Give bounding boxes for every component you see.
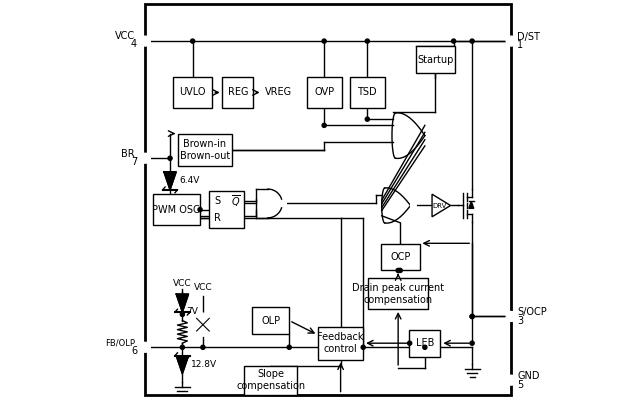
Text: 7: 7 bbox=[131, 157, 137, 166]
Text: 7V: 7V bbox=[186, 307, 198, 316]
Bar bbox=[410, 330, 440, 356]
Text: UVLO: UVLO bbox=[179, 88, 206, 97]
Circle shape bbox=[141, 342, 150, 352]
Circle shape bbox=[470, 314, 474, 319]
Bar bbox=[244, 366, 298, 395]
Circle shape bbox=[361, 345, 365, 349]
Text: GND: GND bbox=[517, 371, 540, 381]
Text: OCP: OCP bbox=[390, 252, 410, 262]
Text: Startup: Startup bbox=[417, 55, 453, 65]
Text: 5: 5 bbox=[517, 380, 523, 390]
Text: S/OCP: S/OCP bbox=[517, 307, 547, 317]
Text: 6: 6 bbox=[131, 346, 137, 356]
Text: 3: 3 bbox=[517, 316, 523, 326]
Text: $\overline{Q}$: $\overline{Q}$ bbox=[231, 194, 240, 209]
Bar bbox=[381, 243, 420, 270]
Bar bbox=[307, 77, 342, 108]
Text: OLP: OLP bbox=[261, 316, 280, 326]
Text: 1: 1 bbox=[517, 40, 523, 50]
Circle shape bbox=[287, 345, 291, 349]
Circle shape bbox=[191, 39, 195, 43]
Text: VCC: VCC bbox=[114, 31, 135, 41]
Circle shape bbox=[181, 345, 184, 349]
Text: TSD: TSD bbox=[357, 88, 377, 97]
Circle shape bbox=[141, 36, 150, 46]
Circle shape bbox=[452, 39, 455, 43]
Text: VCC: VCC bbox=[193, 283, 212, 292]
Bar bbox=[252, 307, 289, 334]
Text: PWM OSC: PWM OSC bbox=[153, 205, 200, 215]
Circle shape bbox=[201, 345, 205, 349]
Circle shape bbox=[423, 345, 427, 349]
Bar bbox=[223, 77, 253, 108]
Polygon shape bbox=[176, 356, 188, 374]
Bar bbox=[368, 279, 428, 309]
Text: DRV: DRV bbox=[432, 203, 446, 208]
Text: OVP: OVP bbox=[314, 88, 335, 97]
Text: REG: REG bbox=[228, 88, 248, 97]
Circle shape bbox=[280, 200, 286, 207]
Text: Brown-in
Brown-out: Brown-in Brown-out bbox=[180, 139, 230, 161]
Polygon shape bbox=[469, 201, 474, 208]
Bar bbox=[415, 46, 455, 73]
Circle shape bbox=[398, 268, 402, 272]
Bar bbox=[350, 77, 385, 108]
Text: Slope
compensation: Slope compensation bbox=[236, 369, 305, 391]
Text: Feedback
control: Feedback control bbox=[317, 332, 364, 354]
Circle shape bbox=[198, 208, 202, 212]
Text: 4: 4 bbox=[131, 39, 137, 49]
Polygon shape bbox=[176, 294, 188, 312]
Circle shape bbox=[191, 313, 214, 336]
Bar bbox=[209, 191, 244, 228]
Polygon shape bbox=[432, 194, 450, 217]
Circle shape bbox=[506, 375, 516, 385]
Bar bbox=[318, 327, 363, 360]
Text: 6.4V: 6.4V bbox=[179, 176, 200, 185]
Circle shape bbox=[322, 123, 326, 127]
Circle shape bbox=[506, 36, 516, 46]
Circle shape bbox=[470, 39, 474, 43]
Circle shape bbox=[408, 341, 411, 345]
Bar bbox=[178, 134, 232, 166]
Circle shape bbox=[410, 203, 416, 208]
Text: S: S bbox=[215, 196, 221, 206]
Bar bbox=[146, 4, 511, 395]
Circle shape bbox=[506, 312, 516, 321]
Circle shape bbox=[181, 312, 184, 316]
Text: VREG: VREG bbox=[265, 88, 292, 97]
Circle shape bbox=[396, 268, 400, 272]
Text: D/ST: D/ST bbox=[517, 32, 540, 42]
Circle shape bbox=[168, 156, 172, 160]
Circle shape bbox=[470, 341, 474, 345]
Circle shape bbox=[365, 39, 370, 43]
Text: LEB: LEB bbox=[416, 338, 434, 348]
Circle shape bbox=[470, 314, 474, 319]
Text: R: R bbox=[214, 213, 221, 223]
Circle shape bbox=[141, 153, 150, 163]
Text: FB/OLP: FB/OLP bbox=[105, 338, 135, 347]
Circle shape bbox=[322, 39, 326, 43]
Text: VCC: VCC bbox=[173, 279, 191, 288]
Circle shape bbox=[365, 117, 370, 121]
Text: 12.8V: 12.8V bbox=[191, 360, 218, 369]
Bar bbox=[153, 194, 200, 225]
Bar bbox=[173, 77, 212, 108]
Text: Drain peak current
compensation: Drain peak current compensation bbox=[352, 283, 444, 305]
Text: BR: BR bbox=[121, 149, 135, 159]
Polygon shape bbox=[164, 172, 176, 190]
